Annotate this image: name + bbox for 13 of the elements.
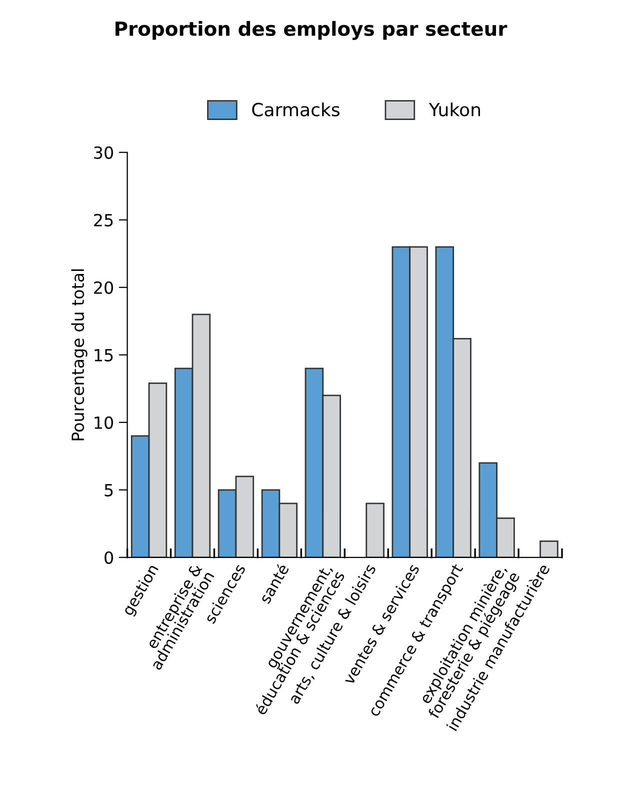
legend-label: Carmacks [252,102,340,116]
bar [366,502,384,558]
chart-title: Proportion des employs par secteur [116,20,508,40]
legend-label: Yukon [428,102,480,116]
y-tick-label: 20 [94,281,114,294]
y-tick-label: 10 [94,416,114,429]
bar [540,540,558,558]
y-tick-label: 25 [94,214,113,226]
y-tick-label: 5 [104,484,113,496]
y-axis-title: Pourcentage du total [71,269,88,440]
y-tick-label: 0 [104,551,114,564]
y-tick-label: 30 [94,146,114,159]
y-tick-label: 15 [94,349,113,362]
